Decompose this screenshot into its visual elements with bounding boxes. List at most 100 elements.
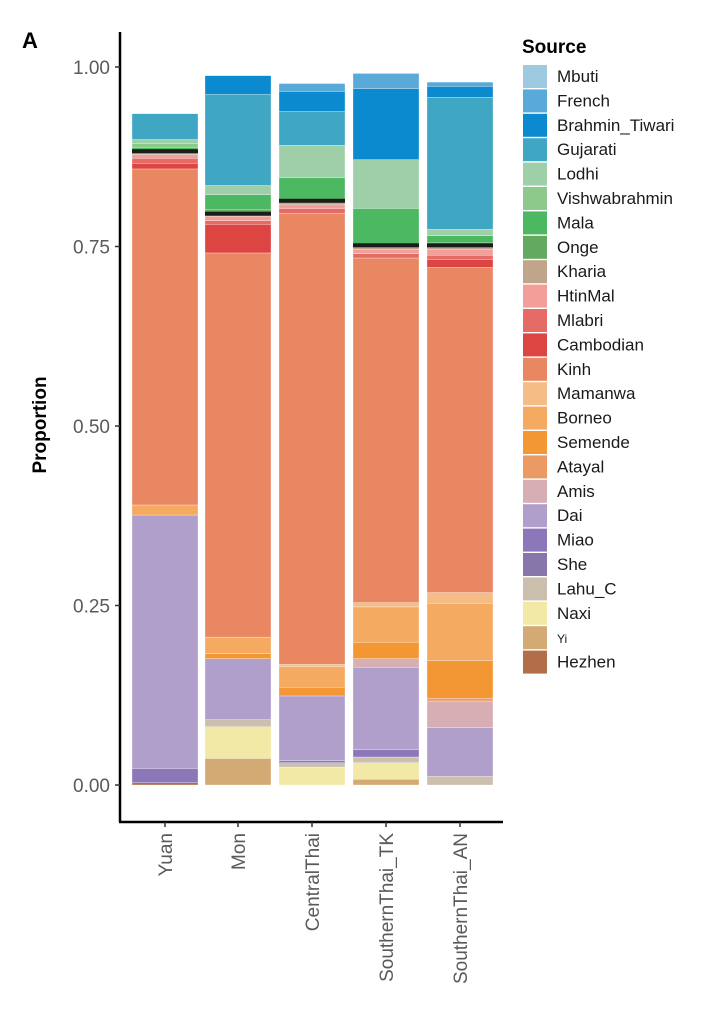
bar-segment-Lahu_C — [204, 719, 272, 727]
bar-segment-Gujarati — [204, 94, 272, 186]
y-tick-label: 0.75 — [73, 238, 110, 259]
bar-segment-Lahu_C — [278, 762, 346, 768]
bar-segment-Kinh — [426, 267, 494, 593]
legend-item-Vishwabrahmin: Vishwabrahmin — [523, 187, 673, 210]
legend-item-Lodhi: Lodhi — [523, 162, 599, 186]
bar-segment-Vishwabrahmin — [131, 143, 199, 148]
legend-item-Dai: Dai — [523, 504, 583, 528]
bar-segment-Lodhi — [426, 229, 494, 236]
bar-segment-Lodhi — [204, 185, 272, 195]
legend-swatch — [523, 626, 547, 650]
bar-segment-Kinh — [352, 257, 420, 603]
bar-segment-HtinMal — [426, 249, 494, 256]
legend-item-Kharia: Kharia — [523, 260, 607, 284]
legend-title: Source — [522, 37, 586, 58]
bar-Mon — [204, 75, 272, 786]
legend-label: Lahu_C — [557, 579, 617, 598]
legend-swatch — [523, 357, 547, 381]
legend-label: Kharia — [557, 262, 607, 281]
bar-segment-Naxi — [278, 766, 346, 786]
bar-segment-Semende — [426, 660, 494, 699]
legend-swatch — [523, 382, 547, 406]
legend-label: Cambodian — [557, 335, 644, 354]
x-tick-label: CentralThai — [303, 833, 324, 931]
legend-label: Naxi — [557, 604, 591, 623]
bar-segment-Dai — [352, 667, 420, 750]
legend-item-Yi: Yi — [523, 626, 567, 650]
bar-segment-Mala — [426, 235, 494, 244]
bar-segment-Cambodian — [204, 224, 272, 254]
legend-label: Miao — [557, 531, 594, 550]
bar-segment-Naxi — [204, 726, 272, 759]
bar-segment-HtinMal — [204, 216, 272, 221]
bar-segment-Mlabri — [204, 220, 272, 225]
bar-segment-Dai — [204, 658, 272, 720]
y-ticks: 0.00 0.25 0.50 0.75 1.00 — [73, 58, 120, 797]
legend-label: Mala — [557, 213, 594, 232]
bar-dark-band — [279, 198, 345, 203]
bar-dark-band — [353, 243, 419, 248]
legend-label: Mamanwa — [557, 384, 636, 403]
legend-swatch — [523, 89, 547, 113]
bar-segment-Brahmin_Tiwari — [352, 88, 420, 160]
bar-segment-Mlabri — [426, 254, 494, 260]
bar-segment-Cambodian — [131, 163, 199, 170]
legend-swatch — [523, 553, 547, 576]
panel-letter: A — [22, 28, 38, 53]
bar-CentralThai — [278, 83, 346, 786]
legend-label: Yi — [557, 632, 567, 646]
legend-item-Brahmin_Tiwari: Brahmin_Tiwari — [523, 113, 674, 137]
bar-segment-Dai — [131, 514, 199, 769]
bar-segment-Dai — [426, 727, 494, 777]
legend-item-Semende: Semende — [523, 431, 630, 454]
bar-segment-Brahmin_Tiwari — [426, 86, 494, 98]
bar-segment-Gujarati — [131, 113, 199, 140]
bars — [131, 73, 494, 786]
bar-segment-Hezhen — [131, 782, 199, 786]
bar-segment-Lahu_C — [352, 756, 420, 763]
legend-swatch — [523, 528, 547, 552]
bar-segment-Mala — [204, 194, 272, 211]
bar-SouthernThai_AN — [426, 81, 494, 786]
bar-segment-French — [352, 73, 420, 89]
y-tick-label: 0.25 — [73, 597, 110, 618]
bar-segment-Borneo — [426, 603, 494, 661]
legend-swatch — [523, 211, 547, 235]
legend-item-Borneo: Borneo — [523, 406, 612, 430]
legend-swatch — [523, 187, 547, 210]
legend-swatch — [523, 235, 547, 259]
bar-segment-Lahu_C — [426, 776, 494, 786]
bar-segment-Miao — [278, 760, 346, 763]
bar-segment-Mlabri — [278, 208, 346, 214]
legend-label: Onge — [557, 238, 599, 257]
legend-swatch — [523, 333, 547, 357]
bar-segment-Amis — [352, 658, 420, 668]
legend-items: Mbuti French Brahmin_Tiwari Gujarati Lodhi Vi… — [523, 65, 674, 674]
legend: Source Mbuti French Brahmin_Tiwari Gujarati… — [522, 37, 674, 674]
bar-segment-Mamanwa — [426, 592, 494, 604]
bar-segment-Semende — [278, 687, 346, 697]
legend-label: Mbuti — [557, 67, 599, 86]
legend-label: Kinh — [557, 360, 591, 379]
bar-segment-Borneo — [131, 504, 199, 516]
bar-segment-Mamanwa — [352, 602, 420, 608]
bar-dark-band — [205, 211, 271, 216]
bar-segment-Lodhi — [278, 145, 346, 178]
bar-segment-Brahmin_Tiwari — [204, 75, 272, 95]
legend-swatch — [523, 479, 547, 503]
bar-segment-Mamanwa — [278, 664, 346, 667]
legend-swatch — [523, 504, 547, 528]
legend-label: She — [557, 555, 587, 574]
bar-segment-Mlabri — [352, 253, 420, 259]
bar-segment-HtinMal — [278, 204, 346, 209]
bar-segment-Yi — [352, 779, 420, 786]
bar-segment-French — [426, 81, 494, 87]
legend-item-She: She — [523, 553, 587, 576]
legend-swatch — [523, 260, 547, 284]
legend-item-Lahu_C: Lahu_C — [523, 577, 617, 601]
legend-swatch — [523, 65, 547, 88]
legend-label: Vishwabrahmin — [557, 189, 673, 208]
legend-item-Cambodian: Cambodian — [523, 333, 644, 357]
bar-segment-Amis — [426, 700, 494, 728]
